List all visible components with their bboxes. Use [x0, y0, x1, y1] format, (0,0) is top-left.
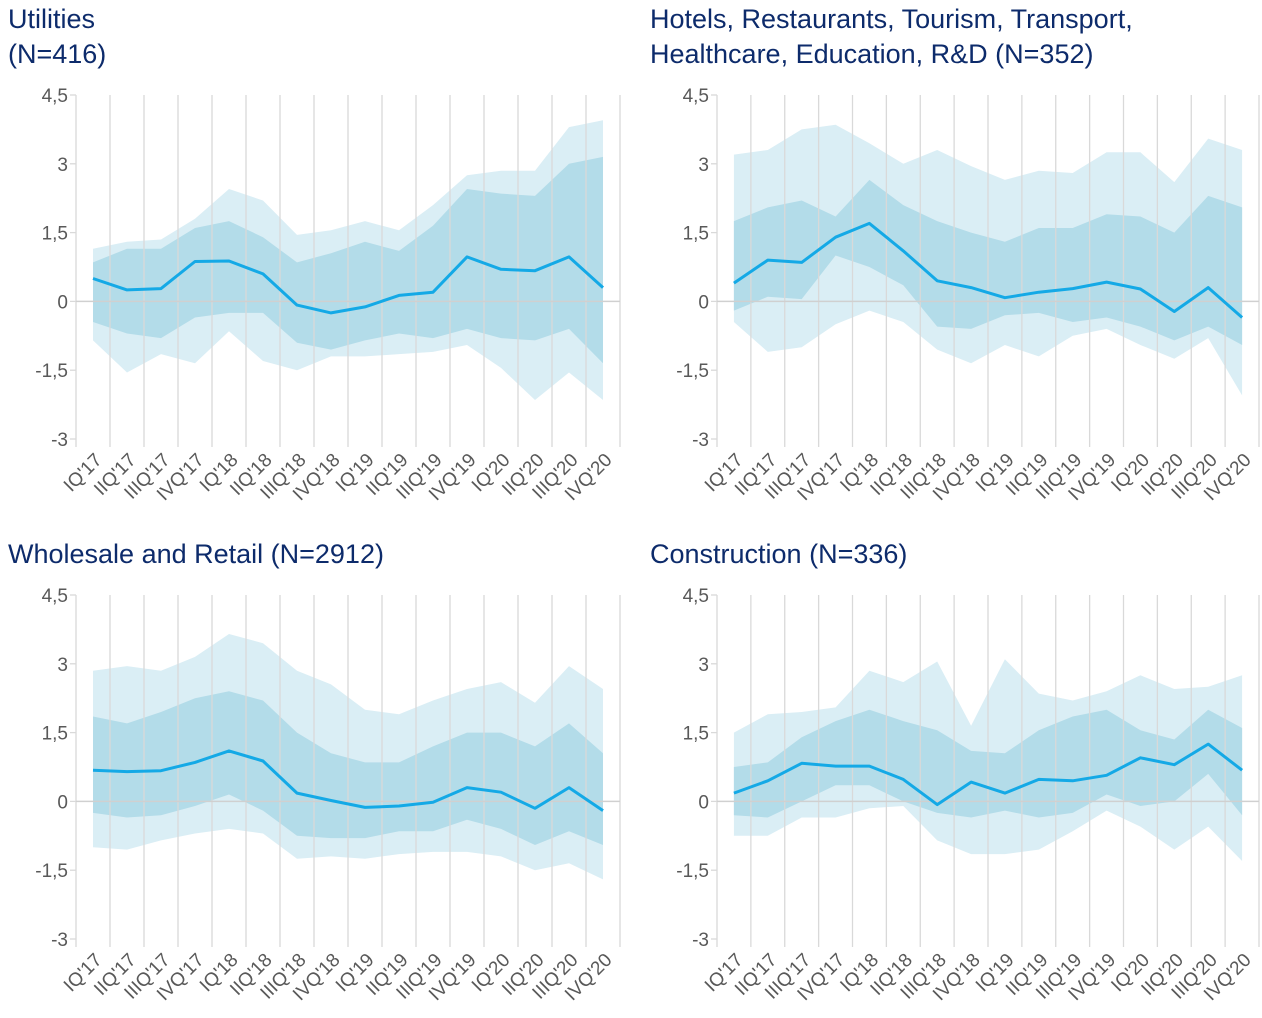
panel: Wholesale and Retail (N=2912) 4,5 3 1,5 0 -1,…: [8, 539, 621, 1005]
y-tick-label: 4,5: [42, 86, 68, 107]
y-tick-label: 3: [57, 155, 68, 176]
y-tick-label: 4,5: [683, 586, 709, 607]
panel: Construction (N=336)4,531,50-1,5-3IQ'17I…: [650, 539, 1260, 1005]
y-tick-label: 4,5: [683, 86, 709, 107]
y-tick-label: 1,5: [42, 724, 68, 745]
y-tick-label: 3: [698, 155, 709, 176]
y-tick-label: 3: [698, 655, 709, 676]
y-tick-label: -3: [51, 930, 68, 951]
median-line: [92, 749, 604, 812]
median-line: [733, 221, 1244, 319]
panel-title: Construction (N=336): [650, 539, 907, 569]
y-tick-label: 1,5: [683, 224, 709, 245]
y-tick-label: 0: [698, 792, 709, 813]
y-tick-label: 0: [698, 292, 709, 313]
y-tick-label: 0: [57, 292, 68, 313]
y-tick-label: 4,5: [42, 586, 68, 607]
panel-title: Wholesale and Retail (N=2912): [8, 539, 384, 569]
y-tick-label: -3: [692, 430, 709, 451]
y-tick-label: -1,5: [35, 361, 68, 382]
y-tick-label: 0: [57, 792, 68, 813]
y-tick-label: -1,5: [35, 861, 68, 882]
y-tick-label: 1,5: [42, 224, 68, 245]
panel-title: Healthcare, Education, R&D (N=352): [650, 39, 1093, 69]
y-tick-label: 3: [57, 655, 68, 676]
panel-title: Hotels, Restaurants, Tourism, Transport,: [650, 4, 1133, 34]
y-tick-label: -1,5: [676, 861, 709, 882]
panel-title: Utilities: [8, 4, 95, 34]
y-tick-label: 1,5: [683, 724, 709, 745]
panel: Hotels, Restaurants, Tourism, Transport,…: [650, 4, 1260, 505]
y-tick-label: -3: [51, 430, 68, 451]
panel: Utilities(N=416)4,531,50-1,5-3IQ'17IIQ'1…: [8, 4, 621, 505]
median-line: [733, 742, 1244, 807]
y-tick-label: -1,5: [676, 361, 709, 382]
median-line: [92, 255, 605, 315]
panel-title: (N=416): [8, 39, 106, 69]
y-tick-label: -3: [692, 930, 709, 951]
